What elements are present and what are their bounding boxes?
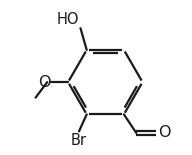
Text: Br: Br [71,133,87,148]
Text: O: O [158,125,171,140]
Text: O: O [38,75,51,90]
Text: HO: HO [56,12,79,27]
